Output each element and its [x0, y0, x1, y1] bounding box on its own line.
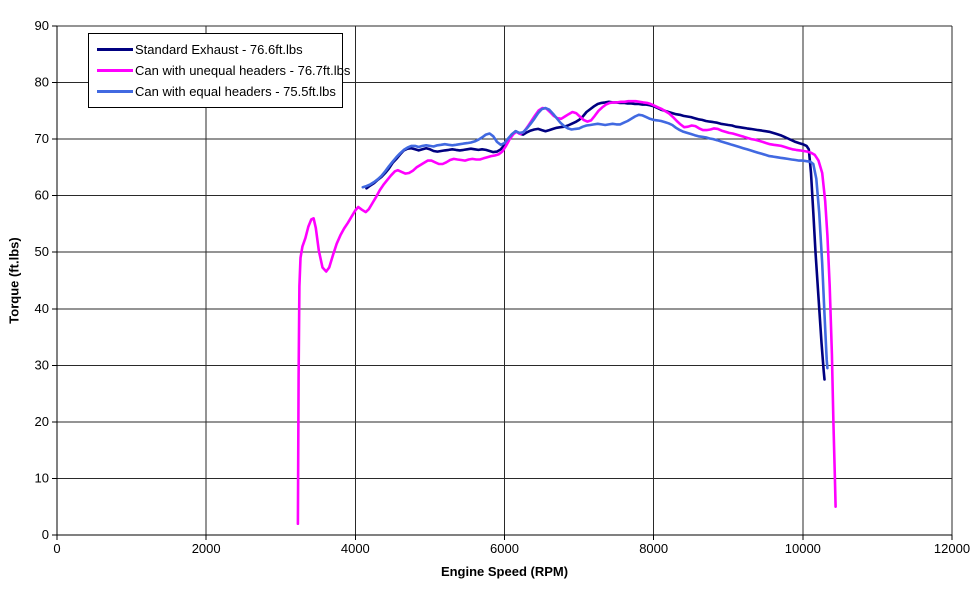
x-tick-label: 0: [53, 541, 60, 556]
series-line-0: [365, 100, 826, 381]
legend-item: Can with equal headers - 75.5ft.lbs: [97, 81, 336, 102]
x-tick-label: 10000: [785, 541, 821, 556]
series-line-1: [296, 99, 837, 526]
y-tick-label: 90: [35, 18, 49, 33]
legend-item: Can with unequal headers - 76.7ft.lbs: [97, 60, 350, 81]
series-line-2: [361, 106, 829, 370]
y-tick-label: 0: [42, 527, 49, 542]
legend-item-label: Can with unequal headers - 76.7ft.lbs: [135, 63, 351, 78]
y-tick-label: 80: [35, 75, 49, 90]
legend-swatch-line: [97, 69, 133, 72]
y-tick-label: 70: [35, 131, 49, 146]
y-axis-title: Torque (ft.lbs): [6, 237, 22, 324]
y-tick-label: 40: [35, 301, 49, 316]
y-tick-label: 20: [35, 414, 49, 429]
legend-item-label: Standard Exhaust - 76.6ft.lbs: [135, 42, 303, 57]
x-tick-label: 6000: [490, 541, 519, 556]
gridlines: [56, 25, 953, 536]
y-tick-label: 50: [35, 244, 49, 259]
legend: Standard Exhaust - 76.6ft.lbs Can with un…: [88, 33, 350, 108]
legend-item: Standard Exhaust - 76.6ft.lbs: [97, 39, 336, 60]
x-tick-label: 8000: [639, 541, 668, 556]
y-tick-label: 60: [35, 188, 49, 203]
y-tick-label: 30: [35, 357, 49, 372]
series-lines: [296, 99, 837, 526]
x-tick-label: 2000: [192, 541, 221, 556]
legend-swatch-line: [97, 48, 133, 51]
x-axis-title: Engine Speed (RPM): [440, 564, 569, 579]
y-tick-label: 10: [35, 470, 49, 485]
legend-item-label: Can with equal headers - 75.5ft.lbs: [135, 84, 336, 99]
x-tick-label: 4000: [341, 541, 370, 556]
legend-swatch-line: [97, 90, 133, 93]
x-tick-label: 12000: [934, 541, 970, 556]
axes: 0 2000 4000 6000 8000 10000 12000 0 10 20 30 40 50 60…: [35, 18, 971, 556]
